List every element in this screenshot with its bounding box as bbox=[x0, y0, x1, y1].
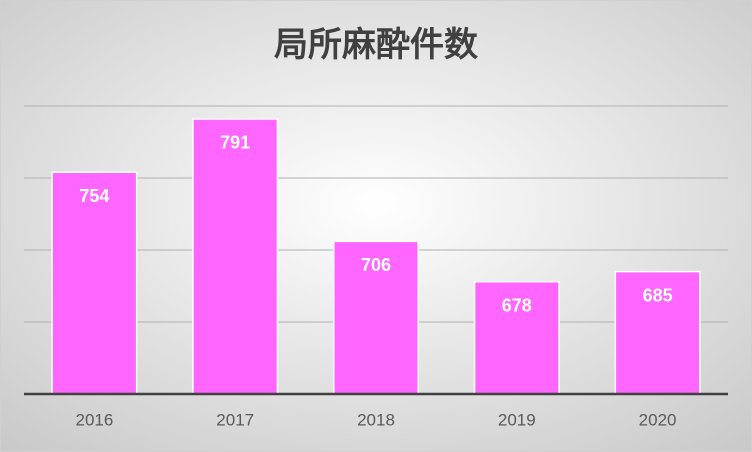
x-tick-label: 2018 bbox=[357, 410, 395, 429]
x-tick-label: 2019 bbox=[498, 410, 536, 429]
data-label: 754 bbox=[79, 186, 109, 206]
x-tick-label: 2017 bbox=[216, 410, 254, 429]
bar bbox=[192, 118, 279, 395]
data-label: 678 bbox=[502, 295, 532, 315]
bar bbox=[614, 270, 701, 395]
data-label: 685 bbox=[643, 285, 673, 305]
bar bbox=[333, 240, 419, 395]
chart-title: 局所麻酔件数 bbox=[274, 26, 478, 64]
x-tick-label: 2016 bbox=[75, 410, 113, 429]
x-tick-label: 2020 bbox=[639, 410, 677, 429]
data-label: 791 bbox=[220, 133, 250, 153]
data-label: 706 bbox=[361, 255, 391, 275]
bar bbox=[473, 280, 560, 395]
